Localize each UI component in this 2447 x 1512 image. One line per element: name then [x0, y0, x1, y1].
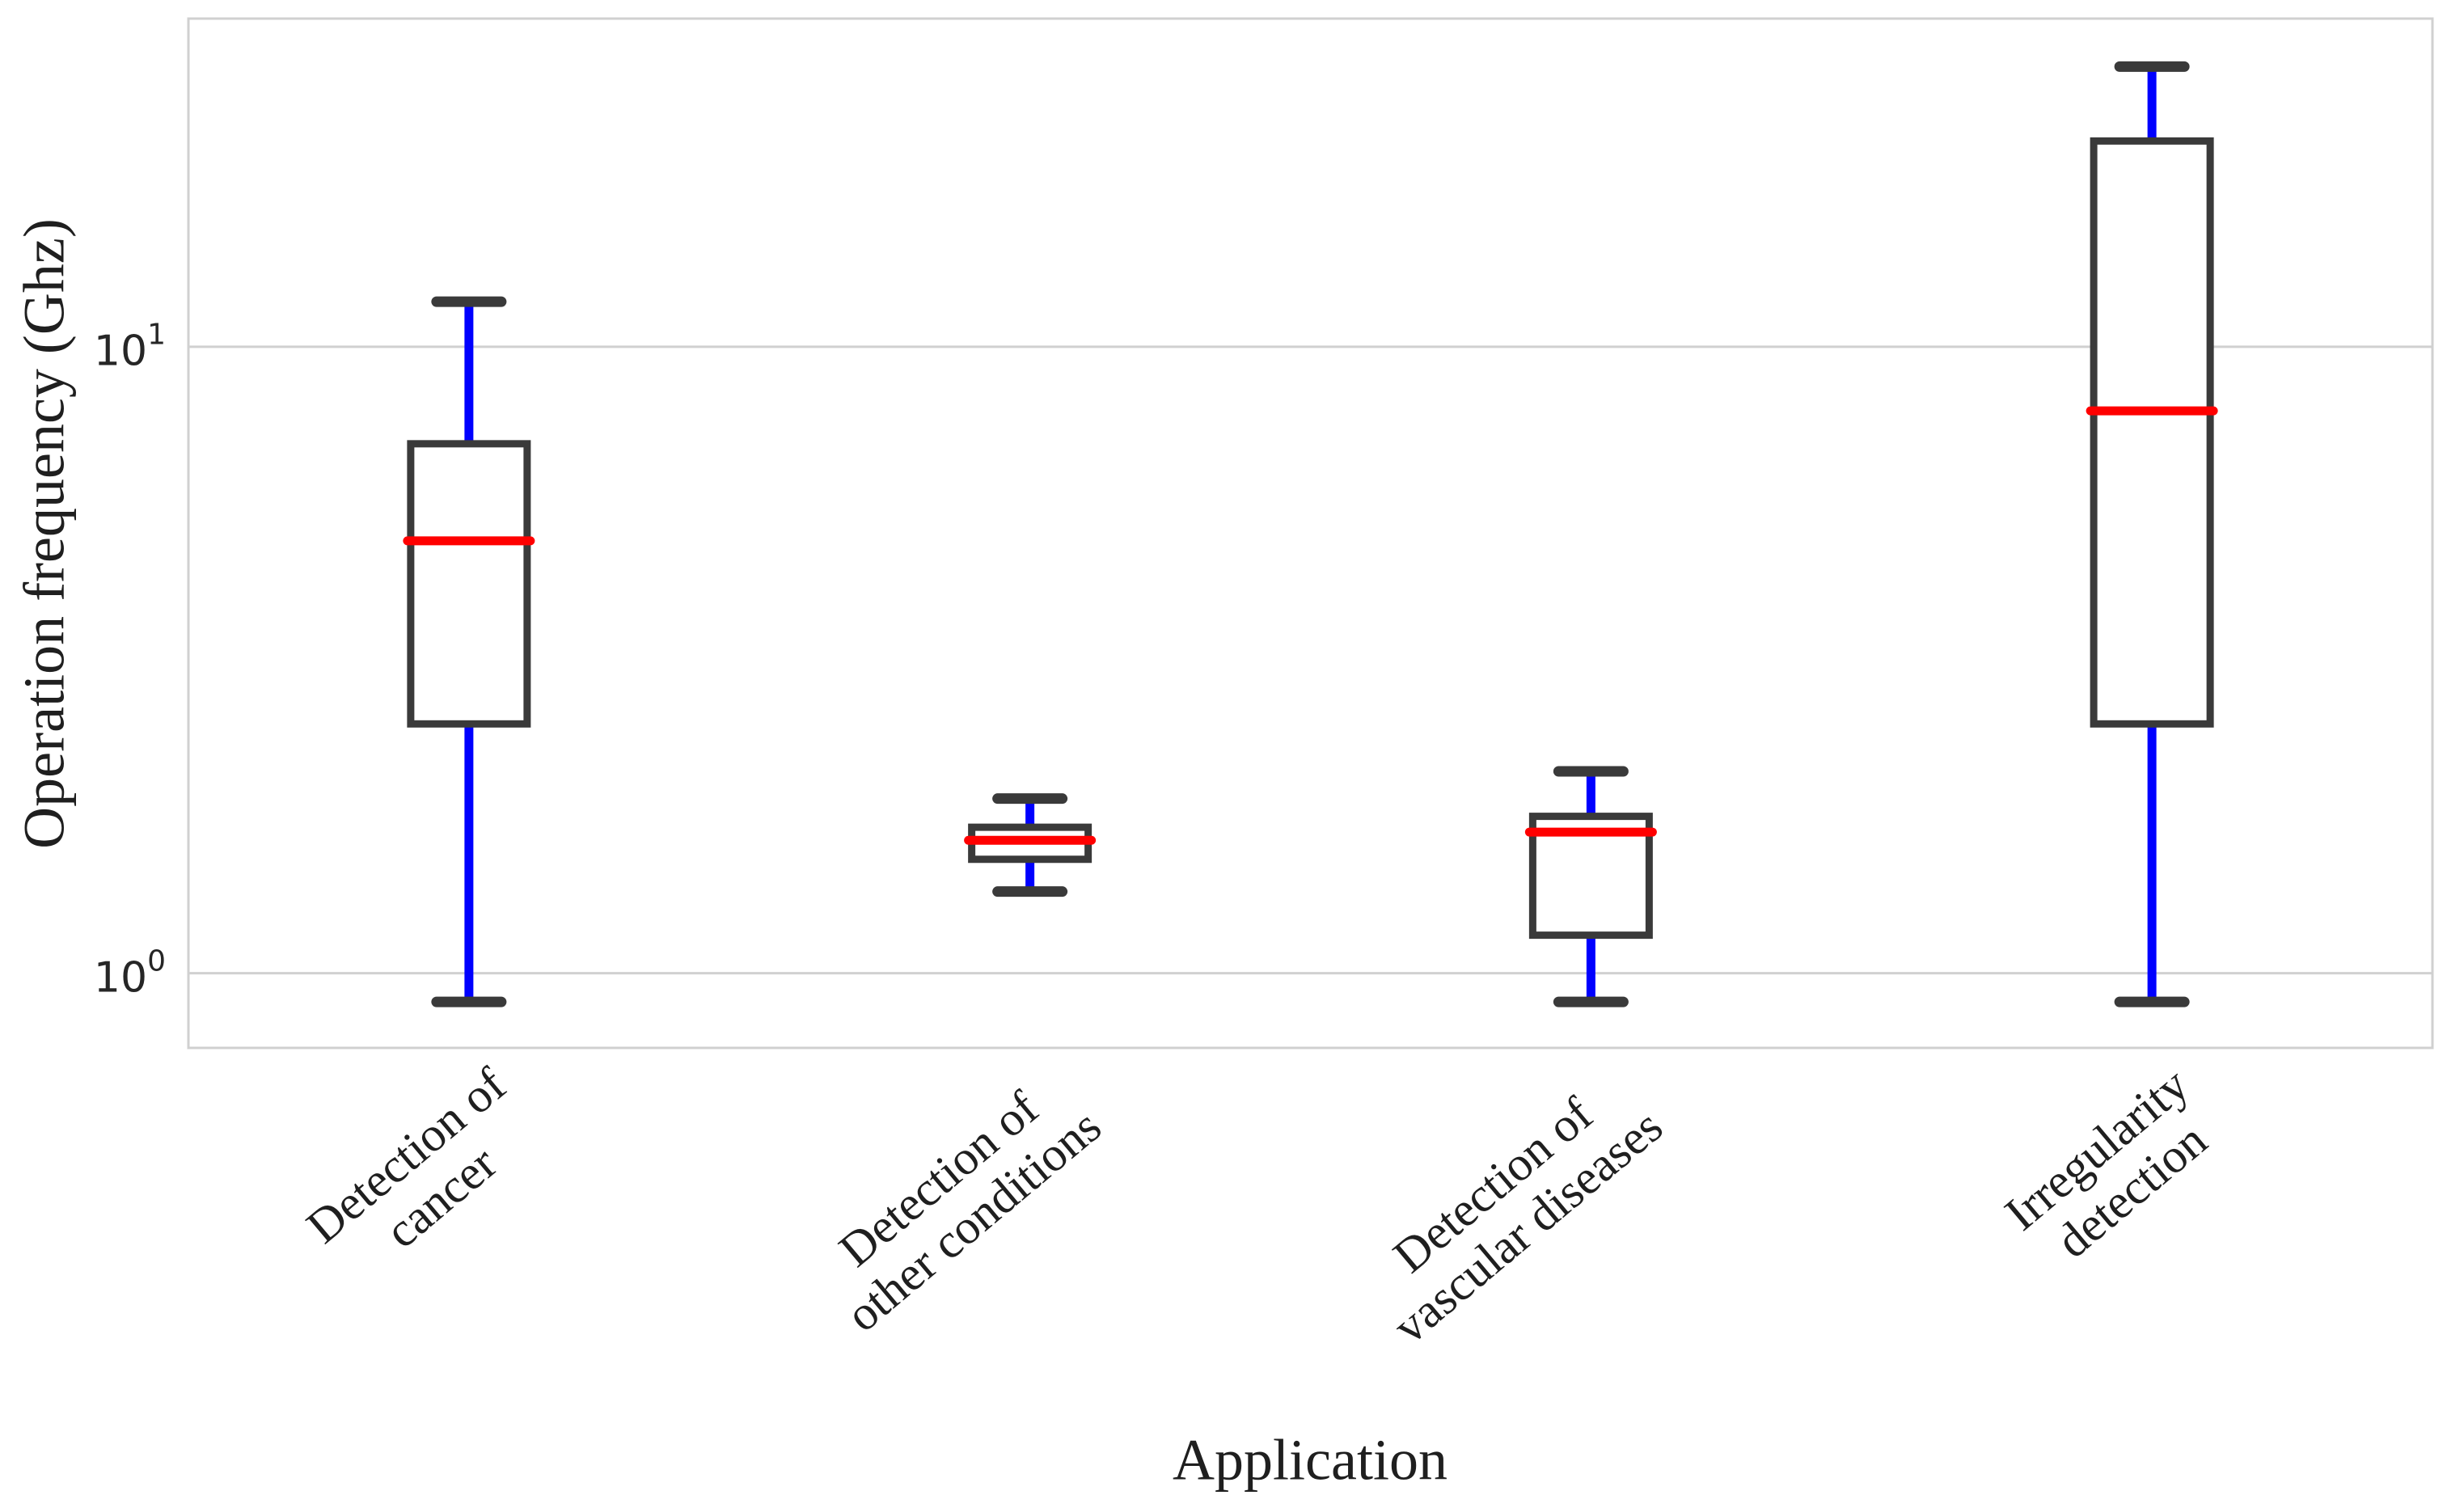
y-tick-exponent: 1 [147, 318, 166, 352]
x-axis-label: Application [1173, 1427, 1447, 1493]
y-tick-exponent: 0 [147, 944, 166, 978]
plot-border [187, 17, 2434, 1050]
y-tick-label: 100 [94, 944, 166, 1002]
y-tick-base: 10 [93, 953, 148, 1003]
box [407, 440, 531, 728]
y-axis-label: Operation frequency (Ghz) [11, 218, 77, 849]
y-tick-base: 10 [93, 327, 148, 376]
box [2090, 137, 2214, 728]
y-tick-label: 101 [94, 318, 166, 375]
